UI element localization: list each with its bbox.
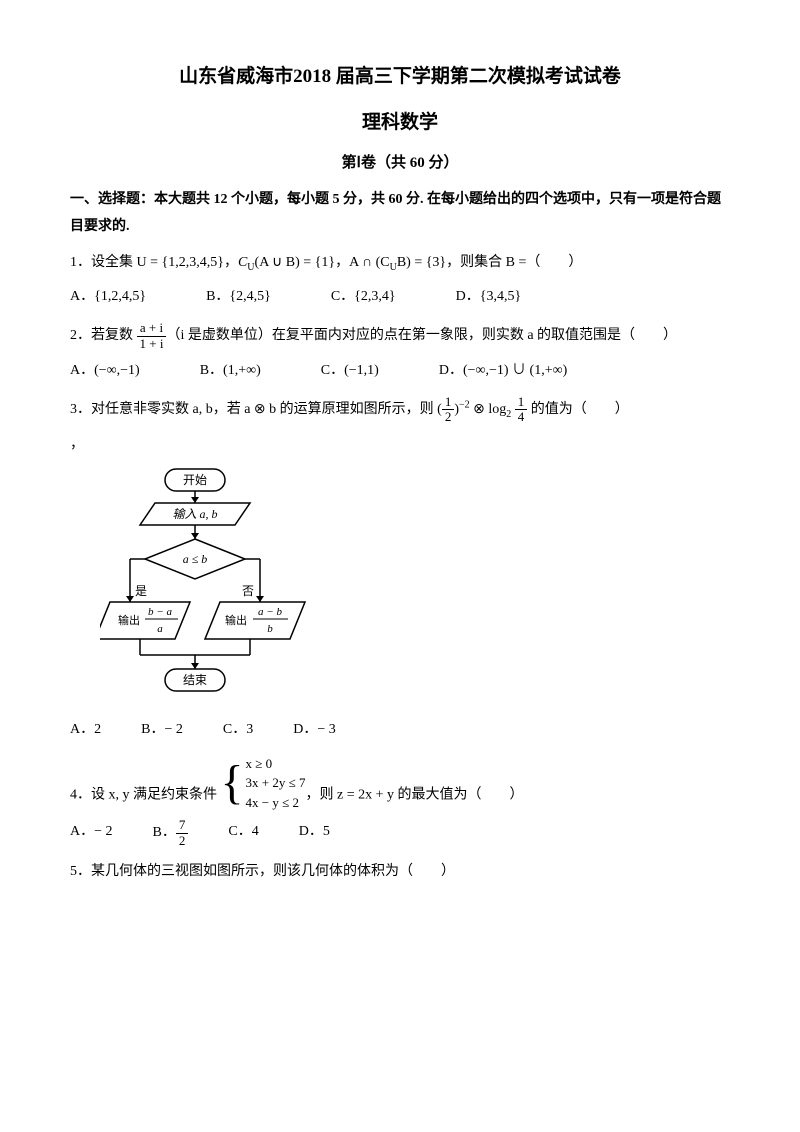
q5-text: 5．某几何体的三视图如图所示，则该几何体的体积为（ ）	[70, 858, 730, 886]
q1-opt-d: D．{3,4,5}	[456, 283, 522, 311]
q3-mid2: ⊗ log	[470, 402, 507, 417]
fc-outr-pre: 输出	[225, 613, 247, 627]
q3-post: 的值为（ ）	[527, 402, 629, 417]
q4-opt-d: D．5	[299, 818, 330, 848]
q3-options: A．2 B．− 2 C．3 D．− 3	[70, 716, 730, 744]
q1-m2: (A ∪ B) = {1}，	[255, 255, 350, 270]
fc-outl-den: a	[157, 623, 163, 635]
q4-line3: 4x − y ≤ 2	[246, 795, 299, 810]
fc-cond: a ≤ b	[183, 552, 208, 566]
q3-opt-d: D．− 3	[293, 716, 336, 744]
q4-line1: x ≥ 0	[246, 756, 273, 771]
q3-opt-a: A．2	[70, 716, 101, 744]
fc-start: 开始	[183, 473, 207, 487]
flowchart-svg: 开始 输入 a, b a ≤ b 是 否 输出 b − a	[100, 467, 310, 697]
q2-opt-b: B．(1,+∞)	[200, 357, 261, 385]
q2-opt-a: A．(−∞,−1)	[70, 357, 140, 385]
q1-opt-b: B．{2,4,5}	[206, 283, 271, 311]
q1-m3: A ∩ (C	[349, 255, 389, 270]
q1-options: A．{1,2,4,5} B．{2,4,5} C．{2,3,4} D．{3,4,5…	[70, 283, 730, 311]
q1-opt-c: C．{2,3,4}	[331, 283, 396, 311]
q2-frac-num: a + i	[137, 321, 167, 336]
question-2: 2．若复数 a + i1 + i（i 是虚数单位）在复平面内对应的点在第一象限，…	[70, 321, 730, 385]
q3-sup: −2	[459, 399, 470, 410]
q3-frac1-den: 2	[442, 410, 455, 424]
question-3: 3．对任意非零实数 a, b，若 a ⊗ b 的运算原理如图所示，则 (12)−…	[70, 395, 730, 744]
q3-frac2: 14	[515, 395, 528, 425]
question-1: 1．设全集 U = {1,2,3,4,5}，CU(A ∪ B) = {1}，A …	[70, 249, 730, 312]
question-5: 5．某几何体的三视图如图所示，则该几何体的体积为（ ）	[70, 858, 730, 886]
q4-text: 4．设 x, y 满足约束条件 {x ≥ 0 3x + 2y ≤ 7 4x − y …	[70, 754, 730, 813]
q4-optb-num: 7	[176, 818, 189, 833]
q1-cu1: C	[238, 255, 247, 270]
q4-post: ，则 z = 2x + y 的最大值为（ ）	[306, 787, 524, 802]
fc-no: 否	[242, 584, 254, 598]
q4-optb-pre: B．	[153, 825, 176, 840]
exam-title-3: 第Ⅰ卷（共 60 分）	[70, 150, 730, 177]
q1-m4: B) = {3}，则集合 B =（ ）	[397, 255, 583, 270]
q4-system: {x ≥ 0 3x + 2y ≤ 7 4x − y ≤ 2	[221, 754, 306, 813]
q3-opt-b: B．− 2	[141, 716, 183, 744]
q2-text: 2．若复数 a + i1 + i（i 是虚数单位）在复平面内对应的点在第一象限，…	[70, 321, 730, 351]
q2-options: A．(−∞,−1) B．(1,+∞) C．(−1,1) D．(−∞,−1) ∪ …	[70, 357, 730, 385]
q4-options: A．− 2 B．72 C．4 D．5	[70, 818, 730, 848]
q3-frac1: 12	[442, 395, 455, 425]
fc-outl-pre: 输出	[118, 613, 140, 627]
q3-comma: ，	[70, 431, 730, 459]
exam-title-1: 山东省威海市2018 届高三下学期第二次模拟考试试卷	[70, 60, 730, 94]
q4-opt-a: A．− 2	[70, 818, 113, 848]
q3-pre: 3．对任意非零实数 a, b，若 a ⊗ b 的运算原理如图所示，则 (	[70, 402, 442, 417]
q1-pre: 1．设全集 U = {1,2,3,4,5}，	[70, 255, 238, 270]
q3-text: 3．对任意非零实数 a, b，若 a ⊗ b 的运算原理如图所示，则 (12)−…	[70, 395, 730, 425]
q4-optb-frac: 72	[176, 818, 189, 848]
q3-frac2-den: 4	[515, 410, 528, 424]
fc-outr-num: a − b	[258, 606, 282, 618]
q2-opt-c: C．(−1,1)	[321, 357, 379, 385]
q1-sub1: U	[247, 261, 254, 272]
fc-outr-den: b	[267, 623, 273, 635]
q3-frac2-num: 1	[515, 395, 528, 410]
q2-post: （i 是虚数单位）在复平面内对应的点在第一象限，则实数 a 的取值范围是（ ）	[166, 328, 677, 343]
q3-opt-c: C．3	[223, 716, 253, 744]
q1-text: 1．设全集 U = {1,2,3,4,5}，CU(A ∪ B) = {1}，A …	[70, 249, 730, 278]
brace-icon: {	[221, 759, 244, 807]
fc-yes: 是	[135, 584, 147, 598]
exam-title-2: 理科数学	[70, 106, 730, 140]
q2-opt-d: D．(−∞,−1) ∪ (1,+∞)	[439, 357, 567, 385]
q4-opt-c: C．4	[228, 818, 258, 848]
q3-frac1-num: 1	[442, 395, 455, 410]
q2-frac: a + i1 + i	[137, 321, 167, 351]
q2-frac-den: 1 + i	[137, 337, 167, 351]
q4-opt-b: B．72	[153, 818, 189, 848]
q4-optb-den: 2	[176, 834, 189, 848]
question-4: 4．设 x, y 满足约束条件 {x ≥ 0 3x + 2y ≤ 7 4x − y …	[70, 754, 730, 848]
q4-line2: 3x + 2y ≤ 7	[246, 775, 306, 790]
q2-pre: 2．若复数	[70, 328, 137, 343]
q3-flowchart: 开始 输入 a, b a ≤ b 是 否 输出 b − a	[100, 467, 730, 708]
q4-pre: 4．设 x, y 满足约束条件	[70, 787, 221, 802]
fc-input: 输入 a, b	[172, 507, 217, 521]
q3-sub: 2	[506, 409, 511, 420]
fc-outl-num: b − a	[148, 606, 172, 618]
section-heading: 一、选择题：本大题共 12 个小题，每小题 5 分，共 60 分. 在每小题给出…	[70, 187, 730, 240]
q1-opt-a: A．{1,2,4,5}	[70, 283, 146, 311]
fc-end: 结束	[183, 673, 207, 687]
q1-sub2: U	[390, 261, 397, 272]
